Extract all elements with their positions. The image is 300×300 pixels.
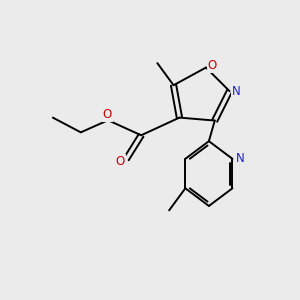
Text: O: O: [208, 59, 217, 72]
Text: N: N: [232, 85, 240, 98]
Text: O: O: [115, 155, 124, 168]
Text: O: O: [103, 108, 112, 121]
Text: N: N: [236, 152, 244, 165]
